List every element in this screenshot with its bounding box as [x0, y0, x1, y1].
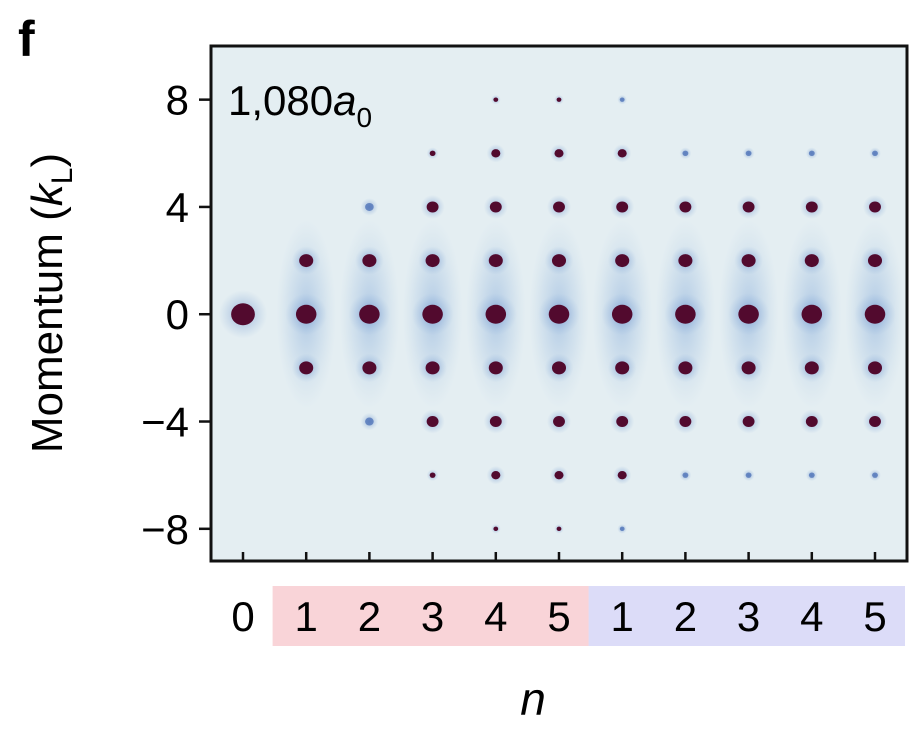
diffraction-peak	[745, 472, 752, 478]
diffraction-peak	[615, 361, 630, 375]
diffraction-peak	[808, 472, 815, 478]
diffraction-peak	[615, 254, 630, 268]
x-tick-label: 3	[421, 593, 444, 640]
diffraction-peak	[426, 416, 439, 428]
x-tick-label: 3	[737, 593, 760, 640]
diffraction-peak	[678, 361, 693, 375]
diffraction-peak	[425, 254, 440, 268]
x-tick-label: 5	[547, 593, 570, 640]
diffraction-peak	[485, 304, 507, 324]
x-tick-label: 0	[231, 593, 254, 640]
diffraction-peak	[489, 201, 502, 213]
diffraction-peak	[869, 416, 881, 428]
diffraction-peak	[554, 149, 564, 158]
diffraction-peak	[679, 416, 692, 428]
y-axis-ticks: 8 4 0 −4 −8	[141, 77, 211, 553]
diffraction-peak	[801, 304, 823, 324]
diffraction-peak	[741, 254, 756, 268]
diffraction-peak	[616, 201, 629, 213]
diffraction-peak	[864, 304, 886, 324]
diffraction-peak	[556, 97, 562, 102]
x-tick-label: 5	[863, 593, 886, 640]
diffraction-peak	[611, 304, 633, 324]
diffraction-peak	[362, 254, 377, 268]
diffraction-peak	[742, 416, 755, 428]
diffraction-peak	[493, 97, 499, 102]
diffraction-peak	[808, 150, 815, 156]
y-tick-label: 8	[166, 77, 189, 124]
diffraction-peak	[299, 254, 314, 268]
diffraction-peak	[422, 304, 443, 324]
scattering-length-label: 1,080a0	[228, 77, 372, 133]
diffraction-peak	[488, 254, 503, 268]
diffraction-peak	[679, 201, 692, 213]
n-group-bands	[272, 586, 905, 646]
diffraction-peak	[867, 254, 883, 268]
diffraction-peak	[804, 361, 819, 375]
diffraction-peak	[295, 304, 317, 324]
x-axis-label: n	[520, 673, 546, 725]
diffraction-peak	[616, 416, 629, 428]
diffraction-peak	[491, 470, 501, 480]
diffraction-peak	[805, 416, 818, 428]
diffraction-peak	[425, 361, 440, 375]
diffraction-peak	[617, 470, 627, 480]
x-tick-label: 1	[295, 593, 318, 640]
diffraction-peak	[675, 304, 696, 324]
diffraction-peak	[551, 361, 567, 375]
diffraction-peak	[548, 304, 570, 324]
diffraction-peak	[231, 303, 255, 326]
diffraction-peak	[429, 472, 436, 478]
diffraction-peak	[872, 472, 878, 478]
y-tick-label: 4	[166, 184, 189, 231]
x-tick-label: 4	[800, 593, 823, 640]
x-tick-label: 1	[611, 593, 634, 640]
diffraction-peak	[299, 361, 314, 375]
diffraction-peak	[551, 254, 567, 268]
diffraction-peak	[619, 97, 625, 102]
diffraction-peak	[493, 526, 499, 532]
panel-label: f	[18, 11, 35, 67]
diffraction-peak	[682, 472, 689, 478]
diffraction-peak	[553, 416, 565, 428]
diffraction-peak	[741, 361, 756, 375]
diffraction-peak	[556, 526, 562, 532]
diffraction-peak	[488, 361, 503, 375]
diffraction-peak	[491, 149, 501, 158]
diffraction-peak	[489, 416, 502, 428]
diffraction-peak	[429, 150, 436, 156]
x-tick-label: 2	[674, 593, 697, 640]
diffraction-peak	[678, 254, 693, 268]
diffraction-peak	[869, 201, 881, 213]
diffraction-peak	[745, 150, 752, 156]
diffraction-peaks	[218, 94, 896, 534]
x-tick-label: 4	[484, 593, 507, 640]
diffraction-peak	[872, 150, 878, 156]
diffraction-peak	[682, 150, 689, 156]
n-group-band	[272, 586, 592, 646]
y-tick-label: 0	[166, 291, 189, 338]
diffraction-peak	[867, 361, 883, 375]
diffraction-peak	[554, 470, 564, 480]
y-axis-label: Momentum (kL)	[23, 153, 79, 453]
diffraction-peak	[738, 304, 759, 324]
x-tick-label: 2	[358, 593, 381, 640]
y-tick-label: −4	[141, 399, 189, 446]
diffraction-peak	[553, 201, 565, 213]
diffraction-peak	[426, 201, 439, 213]
diffraction-peak	[619, 526, 625, 532]
diffraction-peak	[365, 202, 374, 211]
diffraction-peak	[362, 361, 377, 375]
diffraction-peak	[359, 304, 380, 324]
diffraction-peak	[742, 201, 755, 213]
diffraction-peak	[804, 254, 819, 268]
diffraction-peak	[365, 417, 374, 426]
diffraction-peak	[805, 201, 818, 213]
y-tick-label: −8	[141, 506, 189, 553]
diffraction-peak	[617, 149, 627, 158]
n-group-band	[588, 586, 905, 646]
